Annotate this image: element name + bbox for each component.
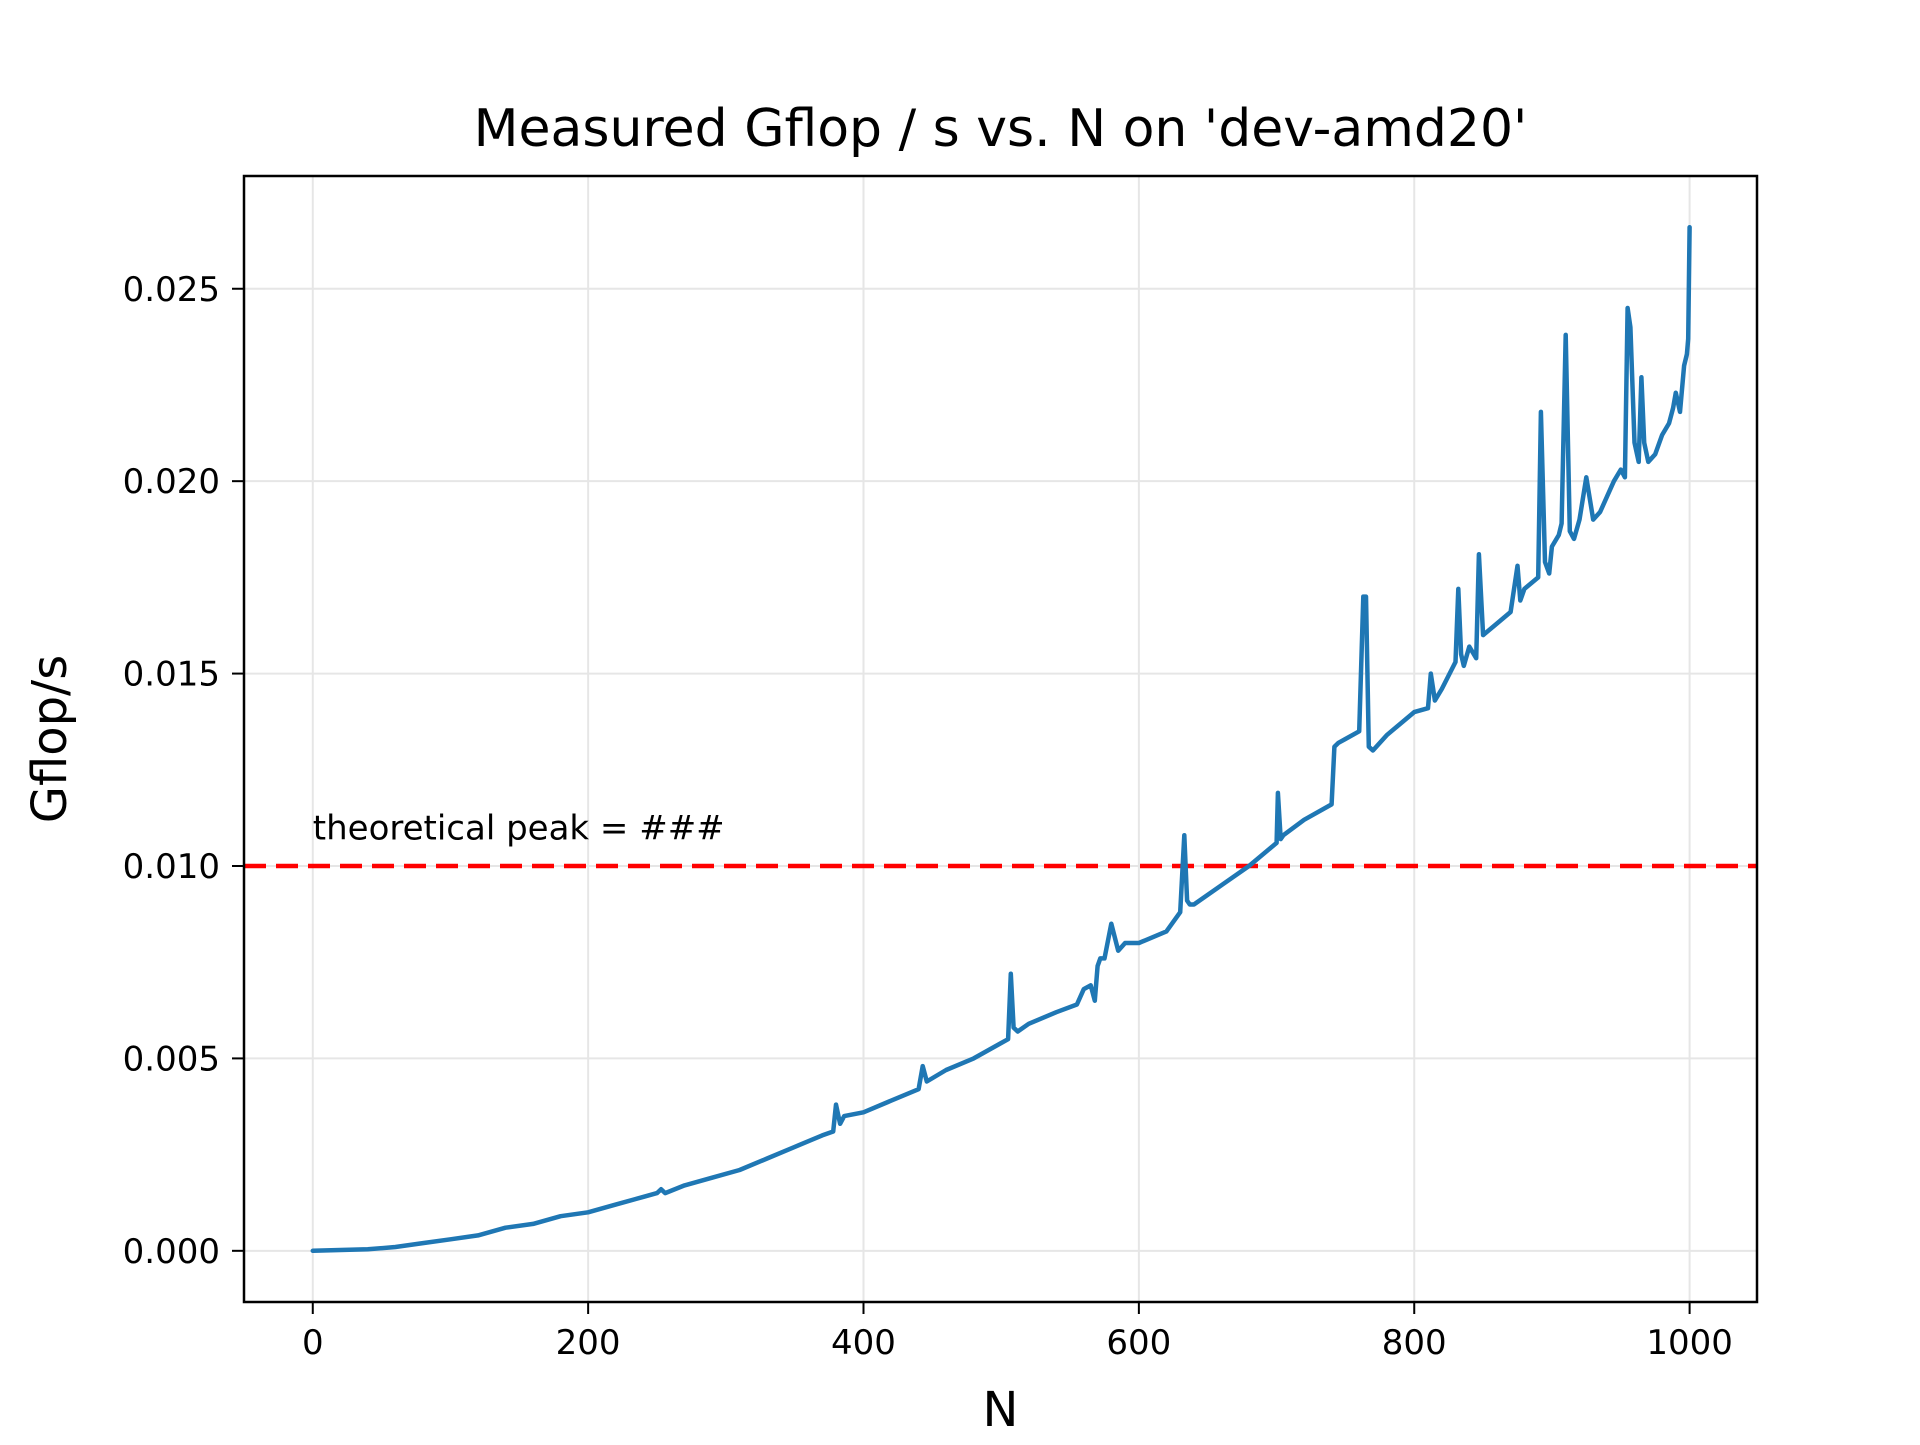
x-tick-label: 800 xyxy=(1382,1323,1447,1363)
y-tick-label: 0.010 xyxy=(123,847,220,887)
y-tick-label: 0.020 xyxy=(123,462,220,502)
y-tick-label: 0.005 xyxy=(123,1039,220,1079)
x-tick-label: 1000 xyxy=(1646,1323,1733,1363)
x-tick-label: 200 xyxy=(556,1323,621,1363)
gflops-series-line xyxy=(310,224,1692,1254)
annotation-layer: theoretical peak = ### xyxy=(313,809,725,849)
x-tick-label: 600 xyxy=(1106,1323,1171,1363)
tick-layer: 0 200 400 600 800 1000 0.000 0.005 0.010 0.015 0.0… xyxy=(123,270,1733,1363)
y-tick-label: 0.025 xyxy=(123,270,220,310)
y-axis-label: Gflop/s xyxy=(22,655,78,823)
theoretical-peak-label: theoretical peak = ### xyxy=(313,809,725,849)
series-layer xyxy=(310,224,1692,1254)
x-tick-label: 0 xyxy=(302,1323,324,1363)
y-tick-label: 0.015 xyxy=(123,655,220,695)
plot-frame xyxy=(242,174,1759,1304)
x-axis-label: N xyxy=(983,1382,1019,1438)
x-tick-label: 400 xyxy=(831,1323,896,1363)
chart-title: Measured Gflop / s vs. N on 'dev-amd20' xyxy=(474,99,1528,159)
y-tick-label: 0.000 xyxy=(123,1232,220,1272)
